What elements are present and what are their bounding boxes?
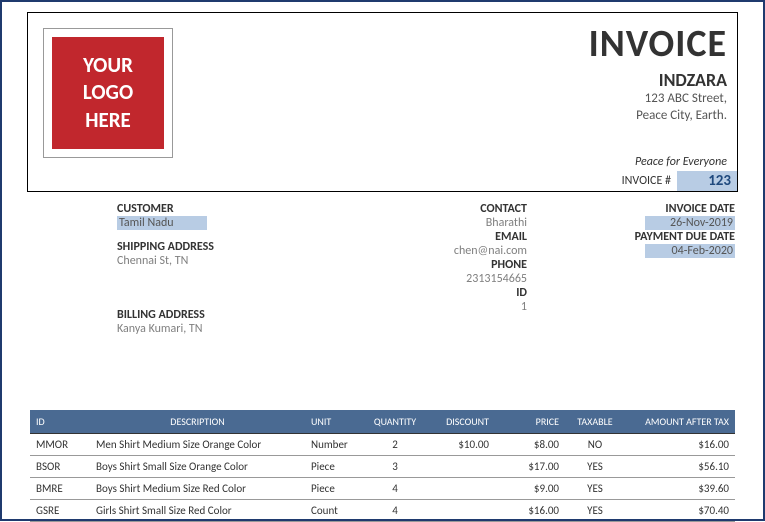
email-value: chen@nai.com: [367, 244, 527, 258]
cell-id: BSOR: [30, 456, 90, 478]
cell-unit: Piece: [305, 478, 365, 500]
col-desc: DESCRIPTION: [90, 410, 305, 434]
dates-column: INVOICE DATE 26-Nov-2019 PAYMENT DUE DAT…: [585, 202, 735, 258]
invoice-number-row: INVOICE # 123: [622, 171, 737, 191]
table-row: BSORBoys Shirt Small Size Orange ColorPi…: [30, 456, 735, 478]
col-unit: UNIT: [305, 410, 365, 434]
col-disc: DISCOUNT: [425, 410, 495, 434]
cell-tax: NO: [565, 434, 625, 456]
phone-value: 2313154665: [367, 272, 527, 286]
id-value: 1: [367, 300, 527, 314]
col-id: ID: [30, 410, 90, 434]
cell-amt: $56.10: [625, 456, 735, 478]
contact-column: CONTACT Bharathi EMAIL chen@nai.com PHON…: [367, 202, 527, 314]
invoice-number-label: INVOICE #: [622, 174, 677, 188]
id-label: ID: [367, 286, 527, 300]
tagline: Peace for Everyone: [635, 155, 727, 169]
cell-amt: $39.60: [625, 478, 735, 500]
cell-price: $16.00: [495, 500, 565, 522]
shipping-value: Chennai St, TN: [117, 254, 327, 268]
cell-id: BMRE: [30, 478, 90, 500]
logo: YOUR LOGO HERE: [52, 37, 164, 149]
cell-qty: 4: [365, 478, 425, 500]
email-label: EMAIL: [367, 230, 527, 244]
title-block: INVOICE INDZARA 123 ABC Street, Peace Ci…: [589, 21, 727, 125]
cell-unit: Count: [305, 500, 365, 522]
cell-tax: YES: [565, 456, 625, 478]
logo-placeholder: YOUR LOGO HERE: [43, 28, 173, 158]
table-row: BMREBoys Shirt Medium Size Red ColorPiec…: [30, 478, 735, 500]
invoice-date-label: INVOICE DATE: [585, 202, 735, 216]
billing-value: Kanya Kumari, TN: [117, 322, 327, 336]
table-row: MMORMen Shirt Medium Size Orange ColorNu…: [30, 434, 735, 456]
cell-qty: 2: [365, 434, 425, 456]
invoice-number-value: 123: [677, 171, 737, 191]
cell-unit: Number: [305, 434, 365, 456]
phone-label: PHONE: [367, 258, 527, 272]
shipping-label: SHIPPING ADDRESS: [117, 240, 327, 254]
cell-price: $9.00: [495, 478, 565, 500]
logo-text-1: YOUR: [83, 52, 133, 79]
invoice-date-value: 26-Nov-2019: [645, 216, 735, 230]
cell-amt: $70.40: [625, 500, 735, 522]
cell-unit: Piece: [305, 456, 365, 478]
cell-id: GSRE: [30, 500, 90, 522]
cell-disc: [425, 500, 495, 522]
due-date-label: PAYMENT DUE DATE: [585, 230, 735, 244]
col-tax: TAXABLE: [565, 410, 625, 434]
cell-qty: 3: [365, 456, 425, 478]
cell-amt: $16.00: [625, 434, 735, 456]
logo-text-3: HERE: [83, 107, 133, 134]
cell-tax: YES: [565, 500, 625, 522]
cell-desc: Boys Shirt Medium Size Red Color: [90, 478, 305, 500]
contact-name: Bharathi: [367, 216, 527, 230]
cell-disc: [425, 478, 495, 500]
cell-tax: YES: [565, 478, 625, 500]
cell-desc: Girls Shirt Small Size Red Color: [90, 500, 305, 522]
col-amt: AMOUNT AFTER TAX: [625, 410, 735, 434]
logo-text-2: LOGO: [83, 79, 133, 106]
col-qty: QUANTITY: [365, 410, 425, 434]
table-header-row: ID DESCRIPTION UNIT QUANTITY DISCOUNT PR…: [30, 410, 735, 434]
cell-desc: Men Shirt Medium Size Orange Color: [90, 434, 305, 456]
header-box: YOUR LOGO HERE INVOICE INDZARA 123 ABC S…: [27, 12, 738, 192]
billing-label: BILLING ADDRESS: [117, 308, 327, 322]
cell-id: MMOR: [30, 434, 90, 456]
cell-disc: $10.00: [425, 434, 495, 456]
cell-price: $8.00: [495, 434, 565, 456]
customer-label: CUSTOMER: [117, 202, 327, 216]
company-addr2: Peace City, Earth.: [589, 108, 727, 125]
customer-name: Tamil Nadu: [117, 216, 207, 230]
contact-label: CONTACT: [367, 202, 527, 216]
cell-price: $17.00: [495, 456, 565, 478]
line-items-table: ID DESCRIPTION UNIT QUANTITY DISCOUNT PR…: [30, 410, 735, 522]
col-price: PRICE: [495, 410, 565, 434]
cell-desc: Boys Shirt Small Size Orange Color: [90, 456, 305, 478]
cell-disc: [425, 456, 495, 478]
company-addr1: 123 ABC Street,: [589, 91, 727, 108]
company-name: INDZARA: [589, 69, 727, 91]
invoice-title: INVOICE: [589, 21, 727, 67]
cell-qty: 4: [365, 500, 425, 522]
customer-column: CUSTOMER Tamil Nadu SHIPPING ADDRESS Che…: [117, 202, 327, 336]
due-date-value: 04-Feb-2020: [645, 244, 735, 258]
table-row: GSREGirls Shirt Small Size Red ColorCoun…: [30, 500, 735, 522]
